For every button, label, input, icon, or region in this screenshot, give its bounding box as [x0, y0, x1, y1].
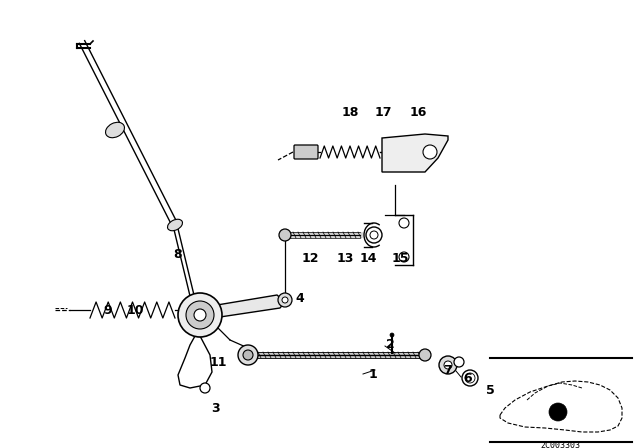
Circle shape [399, 218, 409, 228]
Circle shape [282, 297, 288, 303]
Text: 10: 10 [126, 303, 144, 316]
Circle shape [423, 145, 437, 159]
Text: 2: 2 [386, 339, 394, 352]
Text: 7: 7 [444, 365, 452, 378]
Circle shape [462, 370, 478, 386]
Circle shape [399, 252, 409, 262]
Text: 13: 13 [336, 251, 354, 264]
Circle shape [194, 309, 206, 321]
Text: 2C003303: 2C003303 [540, 440, 580, 448]
Circle shape [454, 357, 464, 367]
Text: 6: 6 [464, 371, 472, 384]
Circle shape [238, 345, 258, 365]
Text: 5: 5 [486, 383, 494, 396]
Text: 12: 12 [301, 251, 319, 264]
Circle shape [279, 229, 291, 241]
Text: 3: 3 [211, 401, 220, 414]
Polygon shape [382, 134, 448, 172]
Circle shape [439, 356, 457, 374]
Polygon shape [200, 295, 285, 320]
Circle shape [178, 293, 222, 337]
Text: 9: 9 [104, 303, 112, 316]
Text: 18: 18 [341, 105, 358, 119]
Text: 17: 17 [374, 105, 392, 119]
Text: 16: 16 [410, 105, 427, 119]
Text: 15: 15 [391, 251, 409, 264]
Text: 14: 14 [359, 251, 377, 264]
Ellipse shape [106, 122, 124, 138]
Circle shape [419, 349, 431, 361]
Text: 11: 11 [209, 356, 227, 369]
Circle shape [390, 333, 394, 337]
Circle shape [186, 301, 214, 329]
Circle shape [549, 403, 567, 421]
Circle shape [444, 361, 452, 369]
Text: 8: 8 [173, 249, 182, 262]
FancyBboxPatch shape [294, 145, 318, 159]
Circle shape [200, 383, 210, 393]
Circle shape [278, 293, 292, 307]
Ellipse shape [168, 219, 182, 231]
Circle shape [370, 231, 378, 239]
Circle shape [243, 350, 253, 360]
Text: 4: 4 [296, 292, 305, 305]
Text: 1: 1 [369, 369, 378, 382]
